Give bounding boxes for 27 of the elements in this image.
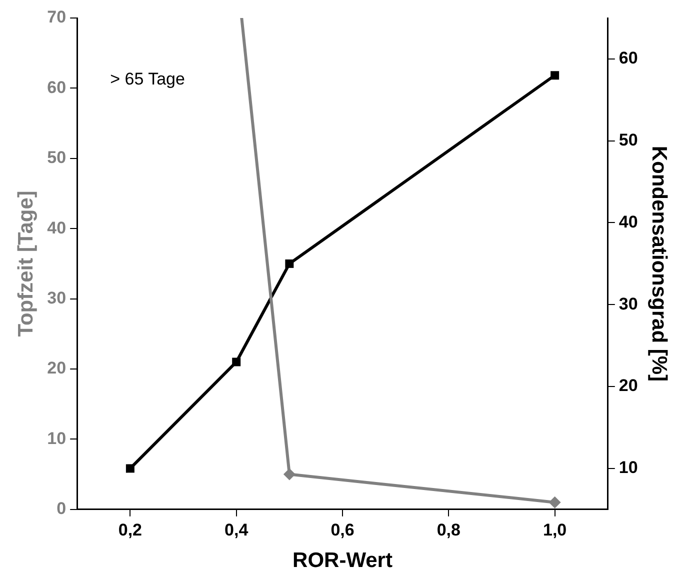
y2-axis-title: Kondensationsgrad [%] — [648, 146, 671, 382]
y-axis-title: Topfzeit [Tage] — [14, 190, 38, 337]
point — [285, 259, 294, 268]
point — [126, 464, 134, 473]
x-tick-label: 1,0 — [542, 520, 567, 540]
y-tick-label: 10 — [47, 428, 66, 448]
y-tick-label: 70 — [47, 8, 66, 27]
y2-tick-label: 60 — [618, 48, 638, 68]
y2-tick-label: 10 — [618, 458, 638, 478]
y-tick-label: 20 — [47, 358, 66, 378]
y2-tick-label: 20 — [618, 376, 638, 396]
y2-tick-label: 40 — [618, 212, 638, 232]
y2-tick-label: 50 — [618, 130, 638, 150]
y2-tick-label: 30 — [618, 294, 638, 314]
point — [550, 71, 560, 80]
x-axis-title: ROR-Wert — [292, 549, 392, 572]
x-tick-label: 0,2 — [118, 520, 142, 540]
annotation: > 65 Tage — [110, 70, 185, 89]
y-tick-label: 60 — [47, 78, 66, 97]
point — [232, 358, 241, 366]
y-tick-label: 0 — [56, 499, 66, 518]
y-tick-label: 30 — [47, 288, 66, 308]
y-tick-label: 40 — [47, 218, 66, 238]
x-tick-label: 0,8 — [436, 520, 460, 540]
y-tick-label: 50 — [47, 148, 66, 168]
x-tick-label: 0,6 — [330, 520, 354, 540]
x-tick-label: 0,4 — [224, 520, 249, 540]
